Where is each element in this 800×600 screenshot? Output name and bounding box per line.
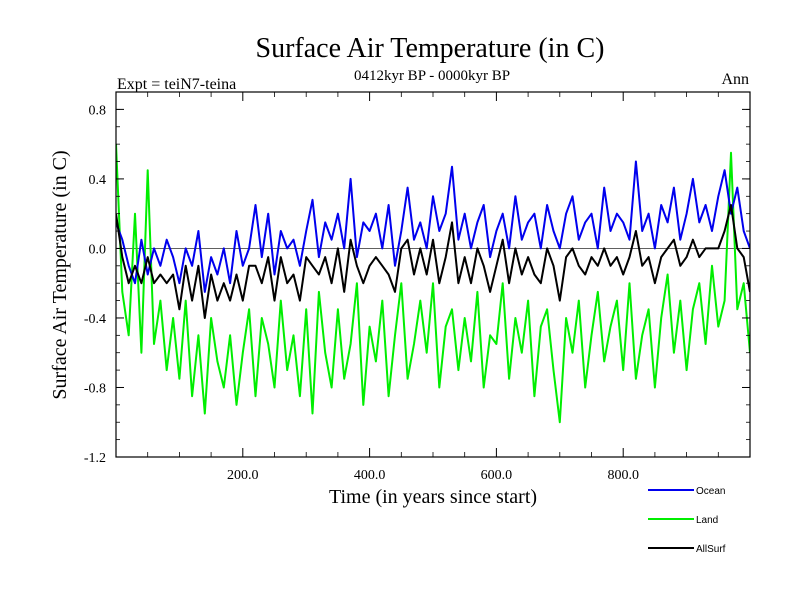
y-tick-label: -1.2 [84,451,106,466]
series-line-ocean [116,160,750,293]
plot-frame [115,91,751,458]
y-tick-label: -0.4 [84,312,106,327]
y-tick-label: -0.8 [84,381,106,396]
experiment-label: Expt = teiN7-teina [117,76,236,93]
legend-label-ocean: Ocean [696,486,725,497]
chart-title: Surface Air Temperature (in C) [256,33,605,64]
series-line-allsurf [116,204,750,319]
x-tick-label: 200.0 [227,468,259,483]
x-tick-label: 600.0 [481,468,513,483]
x-axis-ticks: 200.0 400.0 600.0 800.0 [147,92,719,483]
legend: Ocean Land AllSurf [648,486,726,555]
chart-subtitle: 0412kyr BP - 0000kyr BP [354,68,510,84]
y-tick-label: 0.4 [89,173,107,188]
y-tick-label: 0.0 [89,242,107,257]
legend-label-land: Land [696,515,718,526]
x-tick-label: 400.0 [354,468,386,483]
y-tick-label: 0.8 [89,103,107,118]
x-axis-label: Time (in years since start) [329,486,537,508]
x-tick-label: 800.0 [607,468,639,483]
series-group [116,144,750,424]
series-line-land [116,144,750,424]
legend-label-allsurf: AllSurf [696,544,726,555]
season-label: Ann [721,71,749,88]
y-axis-label: Surface Air Temperature (in C) [49,150,71,399]
